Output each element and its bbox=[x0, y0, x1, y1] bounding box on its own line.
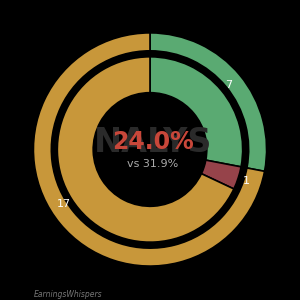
Wedge shape bbox=[33, 33, 265, 266]
Wedge shape bbox=[150, 33, 267, 171]
Text: 7: 7 bbox=[225, 80, 232, 90]
Wedge shape bbox=[201, 160, 241, 189]
Wedge shape bbox=[57, 57, 234, 242]
Text: vs 31.9%: vs 31.9% bbox=[128, 159, 178, 170]
Text: 17: 17 bbox=[57, 199, 71, 209]
Text: EarningsWhispers: EarningsWhispers bbox=[33, 290, 102, 299]
Wedge shape bbox=[150, 57, 243, 167]
Text: 1: 1 bbox=[243, 176, 250, 186]
Text: 24.0%: 24.0% bbox=[112, 130, 194, 154]
Text: NALYS: NALYS bbox=[94, 125, 212, 158]
